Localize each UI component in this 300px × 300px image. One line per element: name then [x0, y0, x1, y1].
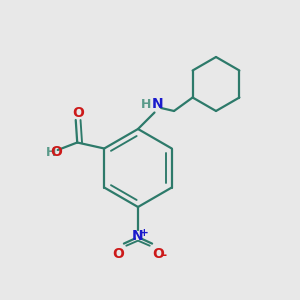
Text: +: + — [140, 227, 148, 238]
Text: N: N — [152, 97, 163, 111]
Text: -: - — [161, 249, 167, 262]
Text: H: H — [46, 146, 56, 159]
Text: N: N — [132, 229, 144, 242]
Text: O: O — [112, 247, 124, 260]
Text: O: O — [152, 247, 164, 260]
Text: O: O — [72, 106, 84, 120]
Text: H: H — [141, 98, 151, 111]
Text: O: O — [51, 146, 62, 159]
